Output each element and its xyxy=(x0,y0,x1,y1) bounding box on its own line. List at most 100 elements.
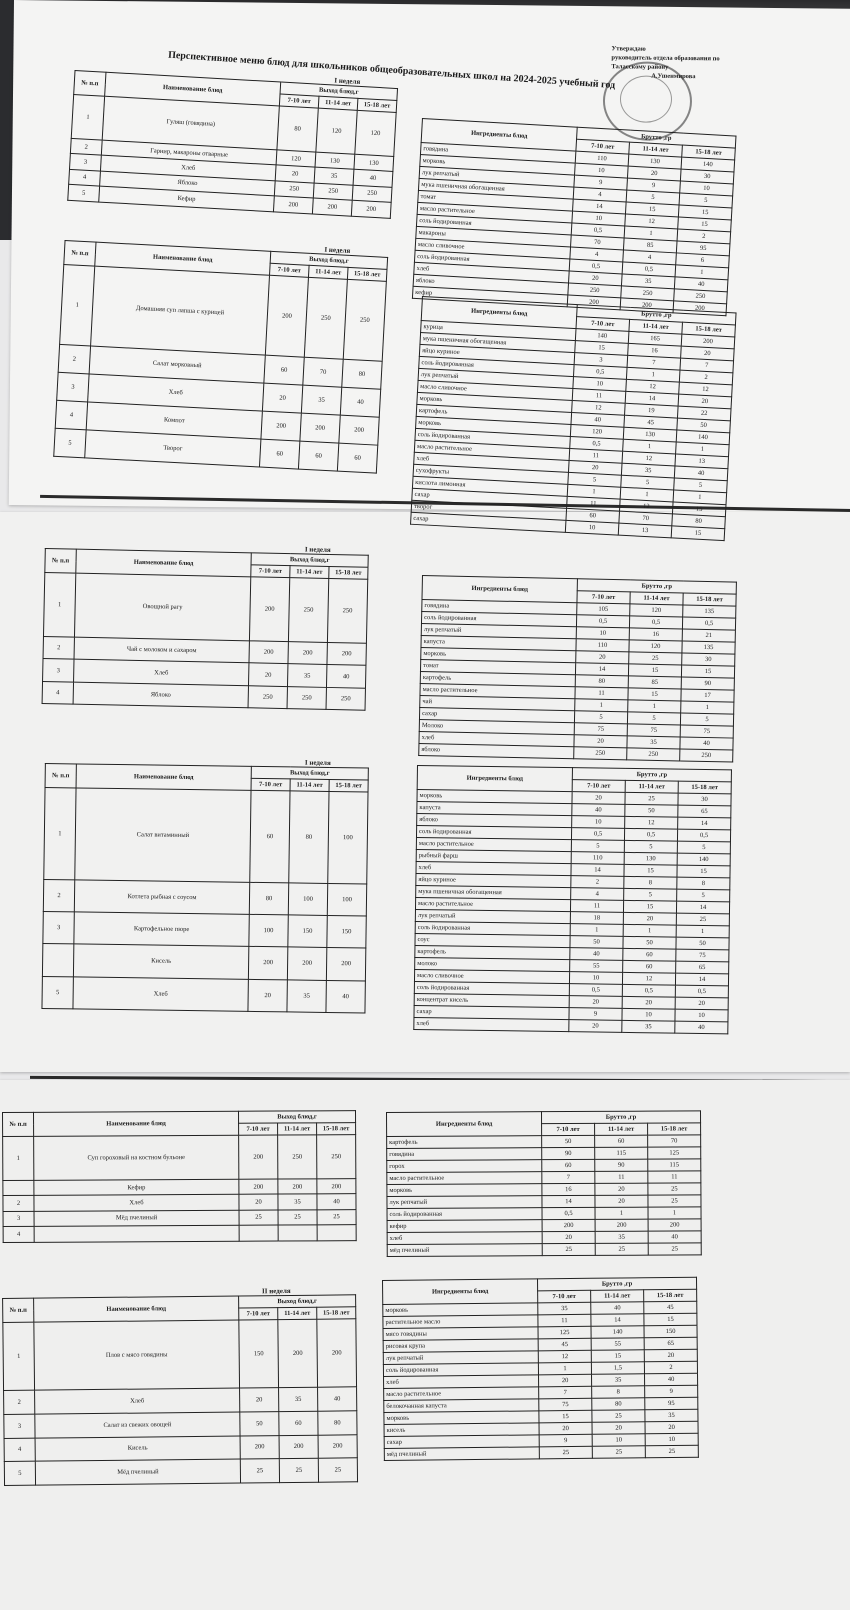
ingredient-brutto: 5 xyxy=(574,711,627,724)
ingredient-brutto: 8 xyxy=(677,877,730,890)
ingredient-brutto: 5 xyxy=(624,888,677,901)
dish-number: 1 xyxy=(71,94,104,140)
dish-yield: 100 xyxy=(328,791,368,884)
ingredient-brutto: 11 xyxy=(575,687,628,700)
dish-name: Картофельное пюре xyxy=(74,912,249,947)
ingredient-brutto: 140 xyxy=(677,853,730,866)
ingredient-brutto: 14 xyxy=(542,1195,595,1207)
ingredient-name: картофель xyxy=(387,1136,542,1149)
dish-yield: 200 xyxy=(351,200,391,218)
ingredient-brutto: 135 xyxy=(683,605,736,618)
dish-yield: 150 xyxy=(288,915,327,948)
ingredient-brutto: 2 xyxy=(644,1361,697,1374)
ingredient-brutto: 11 xyxy=(570,900,623,913)
dish-number: 1 xyxy=(43,573,75,638)
ingredient-brutto: 1 xyxy=(623,924,676,937)
dish-name: Хлеб xyxy=(35,1388,240,1414)
ingredient-brutto: 15 xyxy=(628,688,681,701)
dish-yield: 250 xyxy=(317,1135,356,1179)
ingredient-brutto: 25 xyxy=(648,1183,701,1195)
ingredient-brutto: 25 xyxy=(539,1446,592,1459)
dish-yield: 200 xyxy=(312,198,352,216)
header-age: 11-14 лет xyxy=(625,780,678,793)
dish-yield: 200 xyxy=(317,1319,357,1387)
ingredient-brutto: 7 xyxy=(539,1386,592,1399)
ingredient-brutto: 120 xyxy=(629,640,682,653)
ingredient-brutto: 15 xyxy=(623,900,676,913)
ingredient-brutto: 20 xyxy=(644,1349,697,1362)
ingredient-brutto: 130 xyxy=(624,852,677,865)
dish-yield: 250 xyxy=(327,578,367,643)
ingredient-brutto: 15 xyxy=(624,864,677,877)
ingredient-brutto: 0,5 xyxy=(569,984,622,997)
ingredient-brutto: 15 xyxy=(644,1313,697,1326)
ingredient-brutto: 20 xyxy=(574,735,627,748)
ingredient-brutto: 30 xyxy=(678,793,731,806)
ingredient-brutto: 250 xyxy=(680,749,733,762)
dish-yield: 80 xyxy=(277,106,318,152)
dish-yield: 60 xyxy=(337,443,377,473)
header-num: № п.п xyxy=(45,549,76,574)
dish-name: Яблоко xyxy=(73,682,248,708)
ingredient-brutto: 110 xyxy=(571,852,624,865)
header-age: 15-18 лет xyxy=(317,1307,356,1319)
ingredient-brutto: 9 xyxy=(645,1385,698,1398)
dish-number: 4 xyxy=(55,400,87,430)
dish-yield: 35 xyxy=(287,979,326,1012)
header-num: № п.п xyxy=(3,1112,34,1136)
ingredient-brutto: 20 xyxy=(622,996,675,1009)
dish-yield: 80 xyxy=(289,791,329,884)
dish-yield: 25 xyxy=(278,1210,317,1226)
ingredient-brutto: 8 xyxy=(592,1386,645,1399)
dish-yield: 100 xyxy=(249,915,288,948)
ingredient-brutto: 0,5 xyxy=(542,1207,595,1219)
ingredient-brutto: 9 xyxy=(539,1434,592,1447)
ingredient-brutto: 0,5 xyxy=(675,985,728,998)
ingredient-brutto: 0,5 xyxy=(677,829,730,842)
header-dish: Наименование блюд xyxy=(76,764,251,790)
dish-yield: 25 xyxy=(318,1458,357,1482)
header-dish: Наименование блюд xyxy=(76,549,251,577)
ingredient-brutto: 18 xyxy=(570,912,623,925)
header-age: 15-18 лет xyxy=(683,593,736,606)
ingredient-brutto: 1 xyxy=(538,1362,591,1375)
ingredient-name: масло растительное xyxy=(387,1172,542,1185)
ingredient-name: яблоко xyxy=(419,743,574,758)
ingredient-brutto: 10 xyxy=(569,972,622,985)
ingredient-name: мёд пчелиный xyxy=(384,1447,539,1461)
dish-yield: 200 xyxy=(327,642,366,665)
ingredient-brutto: 50 xyxy=(623,936,676,949)
ingredient-brutto: 15 xyxy=(539,1410,592,1423)
ingredient-brutto: 65 xyxy=(644,1337,697,1350)
ingredient-brutto: 5 xyxy=(680,713,733,726)
dish-name: Суп гороховый на костном бульоне xyxy=(34,1135,239,1180)
dish-number: 1 xyxy=(3,1136,34,1180)
dish-yield: 50 xyxy=(240,1411,279,1435)
ingredient-brutto: 200 xyxy=(648,1219,701,1231)
ingredient-brutto: 16 xyxy=(542,1183,595,1195)
ingredient-brutto: 0,5 xyxy=(624,828,677,841)
ingredient-brutto: 75 xyxy=(539,1398,592,1411)
ingredient-brutto: 135 xyxy=(682,641,735,654)
ingredient-brutto: 11 xyxy=(595,1171,648,1183)
ingredient-brutto: 1 xyxy=(628,700,681,713)
ingredient-brutto: 2 xyxy=(571,876,624,889)
dish-yield: 200 xyxy=(265,275,308,357)
dish-yield: 200 xyxy=(248,947,287,980)
ingredient-brutto: 25 xyxy=(629,652,682,665)
dish-yield: 60 xyxy=(250,790,290,883)
ingredient-brutto: 12 xyxy=(538,1350,591,1363)
dish-name: Кисель xyxy=(35,1436,240,1462)
ingredient-brutto: 35 xyxy=(645,1409,698,1422)
